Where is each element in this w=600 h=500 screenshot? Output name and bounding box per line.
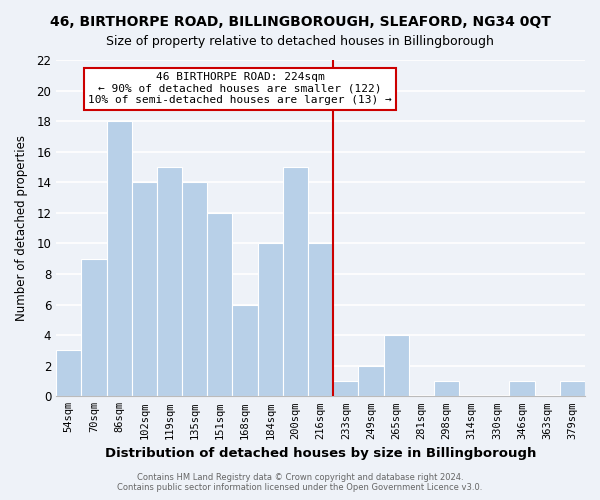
Bar	[82, 258, 107, 396]
X-axis label: Distribution of detached houses by size in Billingborough: Distribution of detached houses by size …	[105, 447, 536, 460]
Y-axis label: Number of detached properties: Number of detached properties	[15, 135, 28, 321]
Bar	[56, 350, 82, 397]
Bar	[132, 182, 157, 396]
Bar	[157, 167, 182, 396]
Bar	[232, 304, 257, 396]
Bar	[182, 182, 207, 396]
Text: 46 BIRTHORPE ROAD: 224sqm
← 90% of detached houses are smaller (122)
10% of semi: 46 BIRTHORPE ROAD: 224sqm ← 90% of detac…	[88, 72, 392, 106]
Bar	[283, 167, 308, 396]
Bar	[383, 335, 409, 396]
Text: 46, BIRTHORPE ROAD, BILLINGBOROUGH, SLEAFORD, NG34 0QT: 46, BIRTHORPE ROAD, BILLINGBOROUGH, SLEA…	[50, 15, 550, 29]
Bar	[358, 366, 383, 396]
Bar	[308, 244, 333, 396]
Bar	[207, 213, 232, 396]
Text: Contains HM Land Registry data © Crown copyright and database right 2024.
Contai: Contains HM Land Registry data © Crown c…	[118, 473, 482, 492]
Text: Size of property relative to detached houses in Billingborough: Size of property relative to detached ho…	[106, 35, 494, 48]
Bar	[333, 381, 358, 396]
Bar	[509, 381, 535, 396]
Bar	[257, 244, 283, 396]
Bar	[560, 381, 585, 396]
Bar	[107, 121, 132, 396]
Bar	[434, 381, 459, 396]
